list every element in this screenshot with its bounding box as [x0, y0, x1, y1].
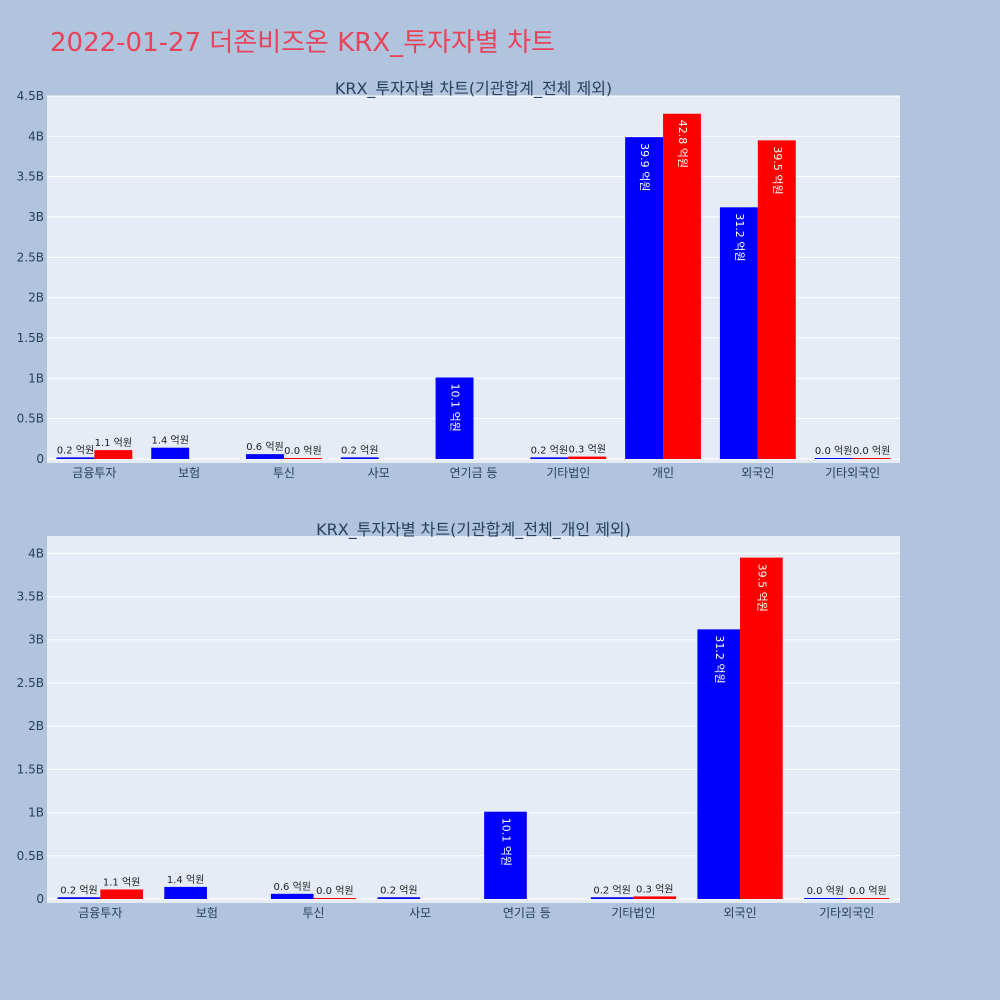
y-tick-label: 1.5B: [17, 762, 44, 776]
bar: [270, 893, 314, 899]
y-tick-label: 0.5B: [17, 849, 44, 863]
bar: [283, 458, 322, 459]
x-tick-label: 보험: [196, 906, 218, 920]
y-tick-label: 1B: [28, 371, 44, 385]
bar: [757, 140, 796, 459]
bar: [246, 454, 284, 459]
y-tick-label: 0.5B: [17, 412, 44, 426]
data-label: 1.4 억원: [167, 874, 204, 886]
x-tick-label: 기타외국인: [819, 906, 874, 920]
data-label: 1.1 억원: [103, 876, 140, 888]
y-tick-label: 4B: [28, 546, 44, 560]
data-label: 31.2 억원: [733, 213, 746, 261]
x-tick-label: 외국인: [741, 466, 774, 480]
data-label: 39.5 억원: [755, 564, 768, 612]
y-tick-label: 1.5B: [17, 331, 44, 345]
data-label: 0.3 억원: [636, 883, 673, 895]
bar: [377, 897, 421, 899]
bar: [697, 629, 741, 899]
data-label: 0.2 억원: [531, 444, 568, 456]
bar: [804, 898, 847, 899]
bar: [435, 377, 474, 459]
y-tick-label: 4.5B: [17, 89, 44, 103]
data-label: 1.1 억원: [95, 437, 132, 449]
x-tick-label: 기타법인: [611, 906, 655, 920]
bar: [340, 457, 379, 459]
data-label: 10.1 억원: [449, 384, 462, 432]
bar: [57, 897, 101, 899]
bar: [814, 458, 853, 459]
chart-1: 0 0.5B 1B 1.5B 2B 2.5B 3B 3.5B 4B 4.5B KRX_투자자별 차트…: [17, 79, 900, 480]
y-tick-label: 2B: [28, 719, 44, 733]
y-tick-label: 3.5B: [17, 170, 44, 184]
x-tick-label: 기타외국인: [825, 466, 880, 480]
y-tick-label: 2.5B: [17, 676, 44, 690]
x-tick-label: 연기금 등: [503, 906, 551, 920]
bar: [568, 456, 607, 459]
bar: [633, 896, 677, 899]
bar: [663, 113, 701, 459]
data-label: 42.8 억원: [676, 120, 689, 168]
data-label: 1.4 억원: [151, 435, 188, 447]
y-tick-label: 3B: [28, 210, 44, 224]
x-tick-label: 금융투자: [78, 906, 122, 920]
x-tick-label: 금융투자: [72, 466, 116, 480]
chart-title: KRX_투자자별 차트(기관합계_전체_개인 제외): [316, 520, 631, 540]
x-tick-label: 개인: [652, 466, 674, 480]
x-tick-label: 사모: [409, 906, 431, 920]
data-label: 0.0 억원: [807, 885, 844, 897]
bar: [852, 458, 891, 459]
x-tick-label: 투신: [273, 466, 295, 480]
y-tick-label: 0: [36, 452, 44, 466]
bar: [164, 886, 207, 899]
y-tick-label: 3B: [28, 633, 44, 647]
bar: [56, 457, 95, 459]
data-label: 39.9 억원: [638, 143, 651, 191]
bar: [590, 897, 634, 899]
data-label: 0.2 억원: [60, 884, 97, 896]
bar: [719, 207, 758, 459]
data-label: 0.0 억원: [815, 445, 852, 457]
data-label: 0.2 억원: [341, 444, 378, 456]
bar: [530, 457, 569, 459]
data-label: 39.5 억원: [771, 146, 784, 194]
bar: [740, 557, 783, 899]
bar: [846, 898, 890, 899]
y-tick-label: 1B: [28, 806, 44, 820]
x-tick-label: 사모: [368, 466, 390, 480]
data-label: 0.0 억원: [849, 885, 886, 897]
data-label: 0.2 억원: [57, 444, 94, 456]
x-tick-label: 연기금 등: [450, 466, 498, 480]
y-tick-label: 2.5B: [17, 250, 44, 264]
x-tick-label: 외국인: [724, 906, 757, 920]
y-tick-label: 4B: [28, 129, 44, 143]
data-label: 0.2 억원: [380, 884, 417, 896]
x-tick-label: 보험: [178, 466, 200, 480]
data-label: 0.3 억원: [568, 444, 605, 456]
bar: [625, 137, 664, 459]
bar: [151, 447, 190, 459]
x-tick-label: 기타법인: [546, 466, 590, 480]
data-label: 0.2 억원: [593, 884, 630, 896]
data-label: 10.1 억원: [499, 818, 512, 866]
x-tick-label: 투신: [303, 906, 325, 920]
chart-title: KRX_투자자별 차트(기관합계_전체 제외): [335, 79, 612, 99]
data-label: 0.0 억원: [853, 445, 890, 457]
bar: [94, 450, 133, 459]
chart-2: 0 0.5B 1B 1.5B 2B 2.5B 3B 3.5B 4B KRX_투자자별 차트(기관합…: [17, 520, 900, 920]
data-label: 0.6 억원: [273, 881, 310, 893]
data-label: 31.2 억원: [713, 635, 726, 683]
bar: [313, 898, 357, 899]
data-label: 0.0 억원: [316, 885, 353, 897]
data-label: 0.0 억원: [284, 445, 321, 457]
data-label: 0.6 억원: [246, 441, 283, 453]
y-tick-label: 2B: [28, 291, 44, 305]
bar: [100, 889, 143, 899]
bar: [484, 811, 527, 899]
y-tick-label: 0: [36, 892, 44, 906]
y-tick-label: 3.5B: [17, 590, 44, 604]
page-title: 2022-01-27 더존비즈온 KRX_투자자별 차트: [50, 28, 555, 58]
